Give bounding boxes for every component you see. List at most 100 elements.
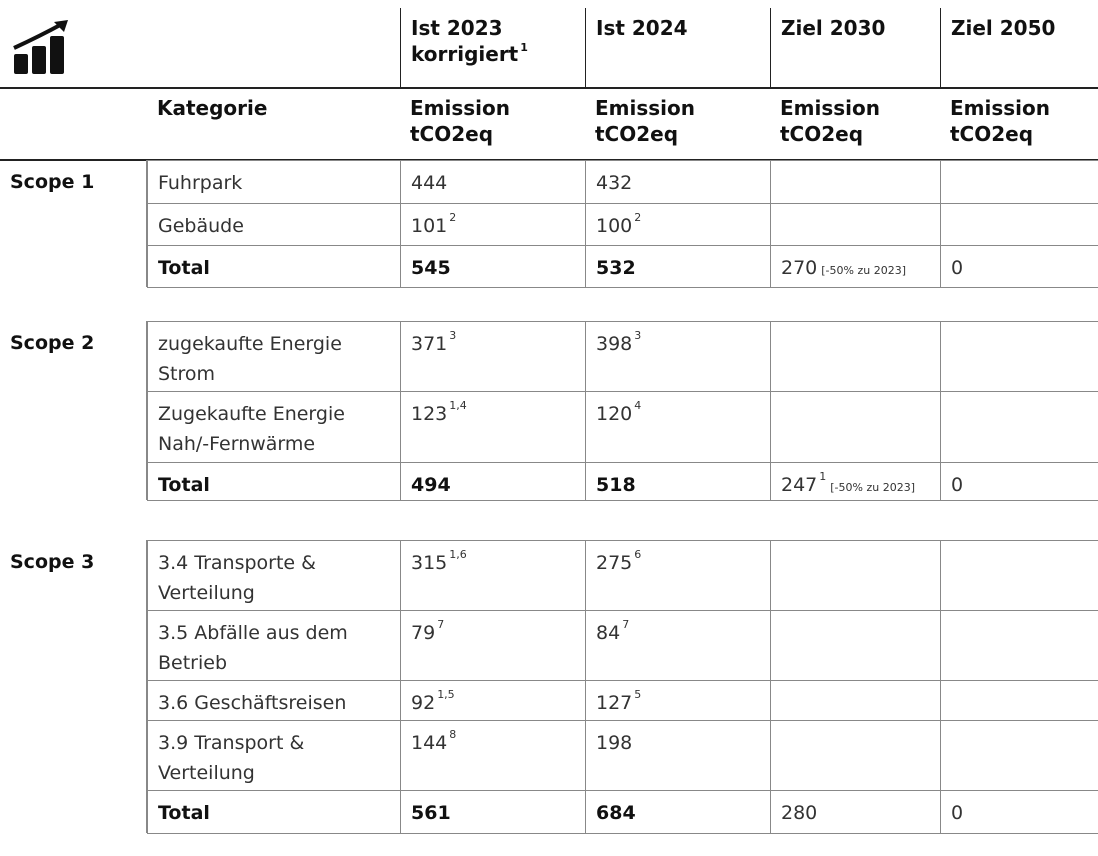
scope-label-text: Scope 1 — [10, 171, 95, 193]
footnote: 1,5 — [437, 688, 455, 701]
value-cell: 100 2 — [585, 203, 771, 246]
footnote: 1 — [819, 470, 827, 483]
header-cell: Ziel 2050 — [940, 8, 1098, 89]
category-label: 3.6 Geschäftsreisen — [158, 692, 347, 714]
scope-label: Scope 3 — [0, 540, 147, 584]
category-cell: 3.4 Transporte & Verteilung — [147, 540, 401, 611]
category-cell: 3.5 Abfälle aus dem Betrieb — [147, 610, 401, 681]
value: 92 — [411, 692, 436, 714]
value: 432 — [596, 172, 633, 194]
value: 79 — [411, 622, 436, 644]
category-cell: Zugekaufte Energie Nah/-Fernwärme — [147, 391, 401, 463]
scope-rule — [146, 540, 147, 833]
value-cell — [770, 610, 941, 681]
value: 444 — [411, 172, 448, 194]
subheader-cell: Emission tCO2eq — [940, 88, 1098, 161]
category-text: 3.5 Abfälle aus dem Betrieb — [158, 618, 373, 678]
value-cell: 270 [-50% zu 2023] — [770, 245, 941, 288]
category-label: Total — [158, 802, 210, 824]
value-cell: 0 — [940, 790, 1098, 834]
category-label: Total — [158, 257, 210, 279]
footnote: 1 — [520, 41, 528, 54]
value-cell: 198 — [585, 720, 771, 791]
value-cell: 280 — [770, 790, 941, 834]
header-label: Ist 2023 korrigiert — [411, 16, 519, 66]
value-cell: 101 2 — [400, 203, 586, 246]
value-cell — [940, 391, 1098, 463]
header-cell: Ziel 2030 — [770, 8, 941, 89]
subheader-label: Emission tCO2eq — [780, 96, 880, 146]
footnote: 7 — [437, 618, 445, 631]
subheader-text: Emission tCO2eq — [410, 95, 530, 147]
subheader-text: Emission tCO2eq — [780, 95, 900, 147]
value-cell — [770, 680, 941, 721]
value-cell — [770, 391, 941, 463]
category-cell: Total — [147, 245, 401, 288]
value-cell: 0 — [940, 245, 1098, 288]
header-label: Ziel 2050 — [951, 16, 1056, 40]
value-cell — [940, 160, 1098, 204]
value-cell: 275 6 — [585, 540, 771, 611]
subheader-label: Emission tCO2eq — [410, 96, 510, 146]
scope-label-text: Scope 3 — [10, 551, 95, 573]
category-text: 3.4 Transporte & Verteilung — [158, 548, 373, 608]
footnote: 1,6 — [449, 548, 467, 561]
footnote: 2 — [634, 211, 642, 224]
header-text: Ziel 2050 — [951, 15, 1098, 41]
category-label: Gebäude — [158, 215, 244, 237]
value: 123 — [411, 403, 448, 425]
value-cell: 120 4 — [585, 391, 771, 463]
value-cell: 444 — [400, 160, 586, 204]
value: 494 — [411, 474, 451, 496]
value-cell: 518 — [585, 462, 771, 501]
scope-label-text: Scope 2 — [10, 332, 95, 354]
value: 0 — [951, 257, 964, 279]
value: 684 — [596, 802, 636, 824]
value: 280 — [781, 802, 818, 824]
footnote: 4 — [634, 399, 642, 412]
category-label: 3.4 Transporte & Verteilung — [158, 552, 316, 604]
value-cell: 92 1,5 — [400, 680, 586, 721]
value: 270 — [781, 257, 818, 279]
value: 0 — [951, 802, 964, 824]
category-cell: Total — [147, 790, 401, 834]
category-cell: Total — [147, 462, 401, 501]
subheader-label: Emission tCO2eq — [950, 96, 1050, 146]
value-cell — [770, 160, 941, 204]
value-cell: 127 5 — [585, 680, 771, 721]
header-label: Ziel 2030 — [781, 16, 886, 40]
value: 0 — [951, 474, 964, 496]
category-text: zugekaufte Energie Strom — [158, 329, 373, 389]
value: 101 — [411, 215, 448, 237]
header-rule — [0, 87, 1098, 89]
subheader-text: Emission tCO2eq — [595, 95, 715, 147]
value-cell — [940, 680, 1098, 721]
category-label: 3.5 Abfälle aus dem Betrieb — [158, 622, 348, 674]
header-text: Ist 2024 — [596, 15, 746, 41]
value-cell: 432 — [585, 160, 771, 204]
category-text: Fuhrpark — [158, 168, 373, 198]
category-cell: Fuhrpark — [147, 160, 401, 204]
value-cell: 398 3 — [585, 321, 771, 392]
category-label: 3.9 Transport & Verteilung — [158, 732, 305, 784]
value-cell — [940, 610, 1098, 681]
value-cell: 247 1[-50% zu 2023] — [770, 462, 941, 501]
header-label: Ist 2024 — [596, 16, 688, 40]
header-text: Ist 2023 korrigiert 1 — [411, 15, 561, 67]
value-cell: 84 7 — [585, 610, 771, 681]
header-cell: Ist 2024 — [585, 8, 771, 89]
category-text: Total — [158, 798, 373, 828]
subheader-cell: Emission tCO2eq — [400, 88, 586, 161]
value: 198 — [596, 732, 633, 754]
category-cell: Gebäude — [147, 203, 401, 246]
category-cell: 3.6 Geschäftsreisen — [147, 680, 401, 721]
value-cell: 315 1,6 — [400, 540, 586, 611]
value: 144 — [411, 732, 448, 754]
scope-label: Scope 2 — [0, 321, 147, 365]
scope-rule — [146, 321, 147, 500]
category-cell: zugekaufte Energie Strom — [147, 321, 401, 392]
footnote: 5 — [634, 688, 642, 701]
value-cell — [940, 203, 1098, 246]
scope-label: Scope 1 — [0, 160, 147, 204]
